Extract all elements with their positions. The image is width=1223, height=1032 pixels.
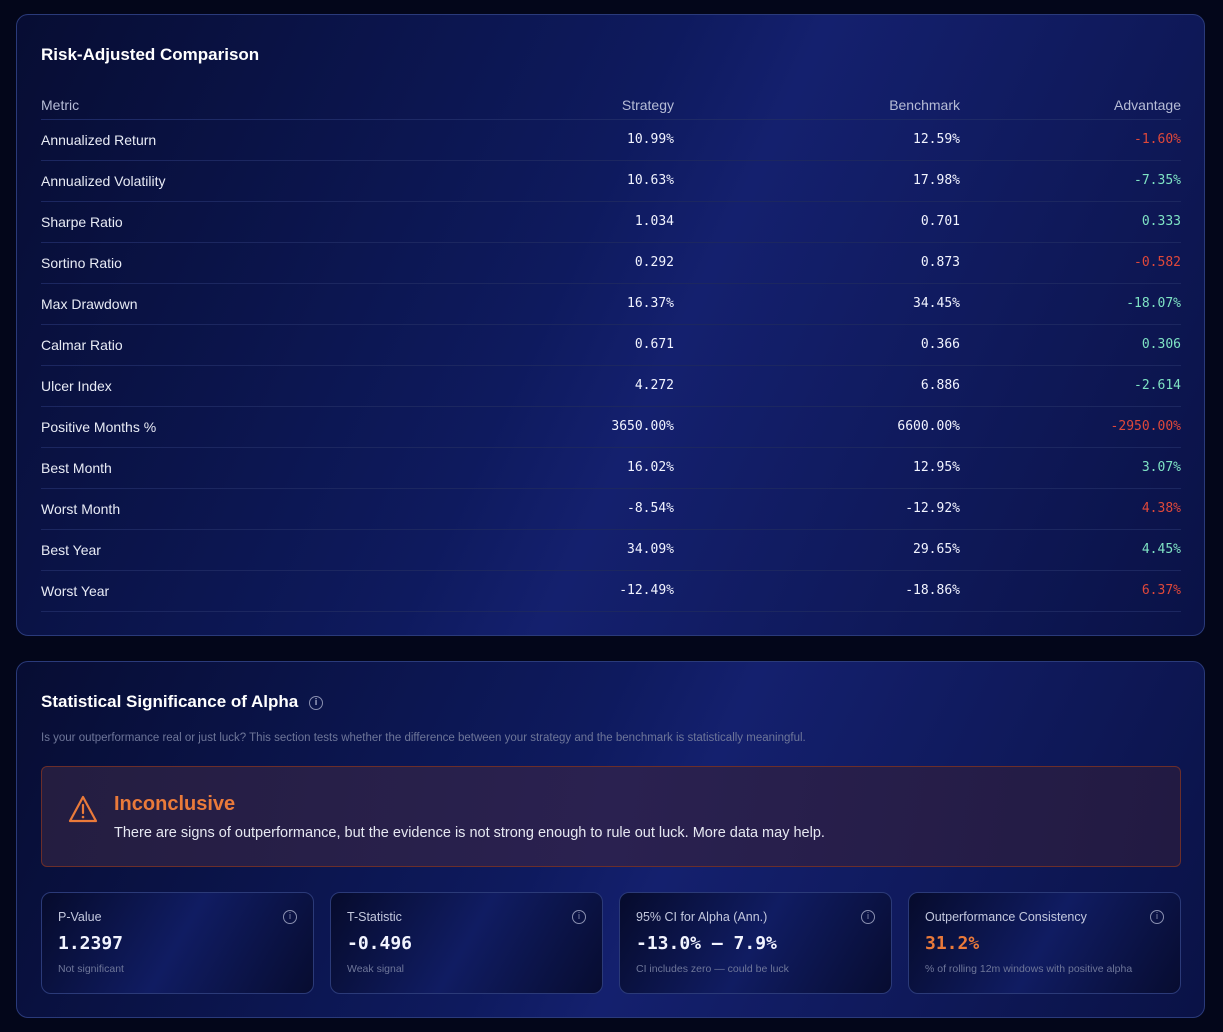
benchmark-cell: 0.366	[674, 324, 960, 366]
metric-cell: Annualized Return	[41, 119, 331, 161]
benchmark-cell: 34.45%	[674, 283, 960, 325]
info-icon[interactable]: i	[572, 910, 586, 924]
advantage-cell: 0.333	[960, 201, 1181, 243]
section-subtitle: Is your outperformance real or just luck…	[41, 732, 806, 744]
comparison-table: Metric Strategy Benchmark Advantage Annu…	[41, 91, 1181, 612]
statistical-significance-panel: Statistical Significance of Alpha i Is y…	[16, 661, 1205, 1018]
strategy-cell: 0.292	[331, 242, 674, 284]
stat-label: Outperformance Consistency	[925, 910, 1087, 924]
info-icon[interactable]: i	[861, 910, 875, 924]
stat-card: P-Value i 1.2397 Not significant	[41, 892, 314, 994]
stat-value: -13.0% — 7.9%	[636, 933, 777, 954]
benchmark-cell: -18.86%	[674, 570, 960, 612]
table-row: Ulcer Index 4.272 6.886 -2.614	[41, 365, 1181, 407]
benchmark-cell: 12.59%	[674, 119, 960, 161]
metric-cell: Annualized Volatility	[41, 160, 331, 202]
strategy-cell: 1.034	[331, 201, 674, 243]
advantage-cell: 3.07%	[960, 447, 1181, 489]
benchmark-cell: 0.701	[674, 201, 960, 243]
title-text: Statistical Significance of Alpha	[41, 692, 299, 711]
metric-cell: Max Drawdown	[41, 283, 331, 325]
header-benchmark: Benchmark	[674, 91, 960, 120]
strategy-cell: 16.37%	[331, 283, 674, 325]
alert-body: There are signs of outperformance, but t…	[114, 825, 825, 841]
benchmark-cell: 0.873	[674, 242, 960, 284]
table-row: Annualized Volatility 10.63% 17.98% -7.35%	[41, 160, 1181, 202]
metric-cell: Best Month	[41, 447, 331, 489]
strategy-cell: -8.54%	[331, 488, 674, 530]
stat-note: Not significant	[58, 963, 124, 975]
stat-card: 95% CI for Alpha (Ann.) i -13.0% — 7.9% …	[619, 892, 892, 994]
benchmark-cell: -12.92%	[674, 488, 960, 530]
section-title: Statistical Significance of Alpha i	[41, 692, 323, 712]
metric-cell: Sortino Ratio	[41, 242, 331, 284]
stat-card: Outperformance Consistency i 31.2% % of …	[908, 892, 1181, 994]
advantage-cell: 0.306	[960, 324, 1181, 366]
stat-note: CI includes zero — could be luck	[636, 963, 789, 975]
stat-value: 31.2%	[925, 933, 980, 954]
stat-label: P-Value	[58, 910, 102, 924]
alert-heading: Inconclusive	[114, 793, 236, 815]
metric-cell: Positive Months %	[41, 406, 331, 448]
table-row: Best Month 16.02% 12.95% 3.07%	[41, 447, 1181, 489]
strategy-cell: 0.671	[331, 324, 674, 366]
advantage-cell: 6.37%	[960, 570, 1181, 612]
table-row: Best Year 34.09% 29.65% 4.45%	[41, 529, 1181, 571]
benchmark-cell: 6.886	[674, 365, 960, 407]
advantage-cell: -7.35%	[960, 160, 1181, 202]
advantage-cell: -1.60%	[960, 119, 1181, 161]
strategy-cell: 4.272	[331, 365, 674, 407]
stat-card: T-Statistic i -0.496 Weak signal	[330, 892, 603, 994]
stat-note: Weak signal	[347, 963, 405, 975]
table-row: Max Drawdown 16.37% 34.45% -18.07%	[41, 283, 1181, 325]
stat-value: -0.496	[347, 933, 413, 954]
table-row: Positive Months % 3650.00% 6600.00% -2950.0…	[41, 406, 1181, 448]
benchmark-cell: 6600.00%	[674, 406, 960, 448]
info-icon[interactable]: i	[309, 696, 323, 710]
advantage-cell: -2950.00%	[960, 406, 1181, 448]
metric-cell: Calmar Ratio	[41, 324, 331, 366]
warning-triangle-icon	[68, 795, 98, 823]
advantage-cell: -2.614	[960, 365, 1181, 407]
table-row: Calmar Ratio 0.671 0.366 0.306	[41, 324, 1181, 366]
metric-cell: Worst Month	[41, 488, 331, 530]
metric-cell: Ulcer Index	[41, 365, 331, 407]
strategy-cell: 34.09%	[331, 529, 674, 571]
strategy-cell: -12.49%	[331, 570, 674, 612]
table-header: Metric Strategy Benchmark Advantage	[41, 91, 1181, 120]
header-strategy: Strategy	[331, 91, 674, 120]
stat-label: T-Statistic	[347, 910, 402, 924]
advantage-cell: -0.582	[960, 242, 1181, 284]
risk-adjusted-comparison-panel: Risk-Adjusted Comparison Metric Strategy…	[16, 14, 1205, 636]
strategy-cell: 3650.00%	[331, 406, 674, 448]
table-row: Annualized Return 10.99% 12.59% -1.60%	[41, 119, 1181, 161]
stat-label: 95% CI for Alpha (Ann.)	[636, 910, 768, 924]
advantage-cell: 4.45%	[960, 529, 1181, 571]
info-icon[interactable]: i	[283, 910, 297, 924]
table-row: Sharpe Ratio 1.034 0.701 0.333	[41, 201, 1181, 243]
strategy-cell: 16.02%	[331, 447, 674, 489]
advantage-cell: -18.07%	[960, 283, 1181, 325]
header-advantage: Advantage	[960, 91, 1181, 120]
table-row: Worst Month -8.54% -12.92% 4.38%	[41, 488, 1181, 530]
header-metric: Metric	[41, 91, 331, 120]
metric-cell: Best Year	[41, 529, 331, 571]
table-row: Worst Year -12.49% -18.86% 6.37%	[41, 570, 1181, 612]
strategy-cell: 10.63%	[331, 160, 674, 202]
metric-cell: Sharpe Ratio	[41, 201, 331, 243]
section-title: Risk-Adjusted Comparison	[41, 45, 260, 64]
stat-note: % of rolling 12m windows with positive a…	[925, 963, 1133, 975]
metric-cell: Worst Year	[41, 570, 331, 612]
benchmark-cell: 17.98%	[674, 160, 960, 202]
strategy-cell: 10.99%	[331, 119, 674, 161]
inconclusive-alert: Inconclusive There are signs of outperfo…	[41, 766, 1181, 867]
benchmark-cell: 29.65%	[674, 529, 960, 571]
advantage-cell: 4.38%	[960, 488, 1181, 530]
table-row: Sortino Ratio 0.292 0.873 -0.582	[41, 242, 1181, 284]
benchmark-cell: 12.95%	[674, 447, 960, 489]
stat-value: 1.2397	[58, 933, 124, 954]
info-icon[interactable]: i	[1150, 910, 1164, 924]
